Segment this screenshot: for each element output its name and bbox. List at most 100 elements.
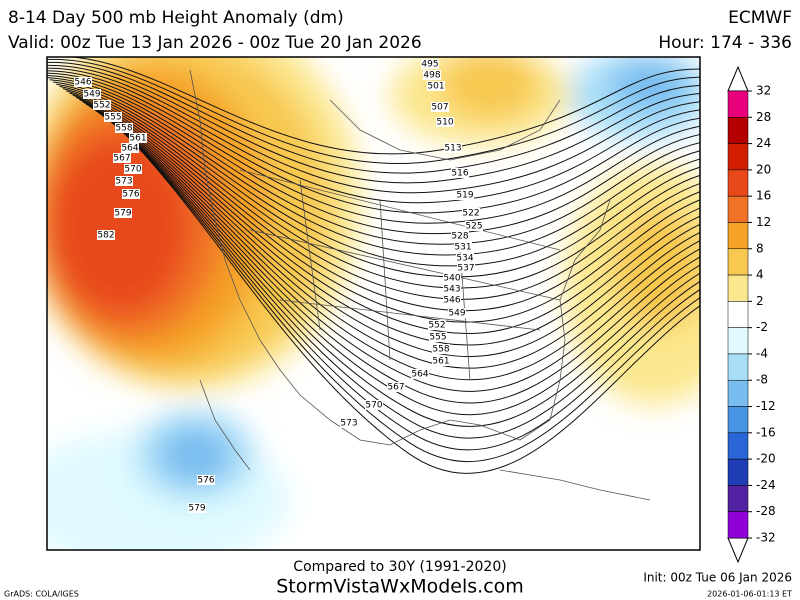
colorbar-segment (727, 406, 749, 434)
colorbar-segment (727, 274, 749, 302)
colorbar-segment (727, 248, 749, 276)
contour-label: 561 (432, 357, 449, 367)
colorbar-segment (727, 222, 749, 250)
contour-line (56, 83, 700, 267)
contour-label: 558 (432, 345, 449, 355)
contour-line (47, 58, 700, 165)
contour-label-bg (365, 400, 383, 410)
colorbar-segment (727, 511, 749, 539)
colorbar-segment (727, 353, 749, 381)
contour-label-bg (121, 143, 139, 153)
contour-label-bg (465, 221, 483, 231)
contour-labels: 5465495525555585615645675705735765795824… (74, 59, 483, 514)
colorbar-segment (727, 117, 749, 144)
contour-label: 543 (443, 285, 460, 295)
model-name: ECMWF (728, 8, 792, 28)
contour-line (47, 64, 700, 184)
contour-line (47, 75, 700, 224)
colorbar-label: -20 (756, 452, 776, 466)
map-frame (46, 56, 701, 551)
contour-label: 570 (365, 401, 382, 411)
colorbar-segment (727, 143, 749, 171)
colorbar-label: -2 (756, 320, 768, 334)
contour-label-bg (340, 418, 358, 428)
contour-label: 567 (113, 154, 130, 164)
contour-label: 501 (427, 82, 444, 92)
contour-label-bg (428, 320, 446, 330)
title: 8-14 Day 500 mb Height Anomaly (dm) (8, 8, 344, 28)
contour-line (62, 88, 700, 289)
contour-line (47, 70, 700, 204)
contour-label-bg (427, 81, 445, 91)
contour-label-bg (104, 112, 122, 122)
contour-line (105, 116, 700, 439)
contour-label-bg (448, 308, 466, 318)
contour-label-bg (431, 102, 449, 112)
contour-line (66, 90, 700, 300)
contour-label: 582 (97, 231, 114, 241)
contour-label-bg (115, 176, 133, 186)
timestamp: 2026-01-06-01:13 ET (707, 590, 792, 599)
contour-label-bg (423, 70, 441, 80)
colorbar-segment (727, 195, 749, 223)
forecast-hour: Hour: 174 - 336 (658, 33, 792, 53)
contour-label-bg (115, 123, 133, 133)
contour-label: 570 (124, 165, 141, 175)
colorbar-segment (727, 485, 749, 512)
contour-line (79, 99, 700, 346)
contour-label-bg (456, 190, 474, 200)
contour-label-bg (74, 77, 92, 87)
site-name: StormVistaWxModels.com (276, 576, 524, 598)
contour-label: 525 (465, 222, 482, 232)
contour-label-bg (429, 332, 447, 342)
contour-line (49, 79, 700, 245)
contour-label-bg (451, 168, 469, 178)
contour-line (92, 107, 700, 392)
contour-label-bg (451, 231, 469, 241)
contour-label-bg (114, 208, 132, 218)
contour-label-bg (83, 89, 101, 99)
height-contours (47, 57, 700, 474)
contour-line (69, 92, 700, 312)
colorbar-label: 20 (756, 162, 771, 176)
colorbar-label: 28 (756, 110, 771, 124)
contour-label-bg (432, 344, 450, 354)
contour-line (47, 77, 700, 235)
contour-label-bg (122, 189, 140, 199)
colorbar-label: 2 (756, 294, 764, 308)
contour-label-bg (421, 59, 439, 69)
contour-label-bg (97, 230, 115, 240)
colorbar-label: -28 (756, 504, 776, 518)
contour-label: 549 (83, 90, 100, 100)
colorbar-segment (727, 458, 749, 486)
contour-line (95, 110, 700, 404)
colorbar-bottom-arrow (727, 537, 749, 564)
contour-label-bg (387, 382, 405, 392)
colorbar-label: 32 (756, 84, 771, 98)
colorbar-label: 16 (756, 189, 771, 203)
colorbar-label: -4 (756, 346, 768, 360)
contour-label-bg (197, 475, 215, 485)
contour-line (75, 96, 700, 334)
contour-line (98, 112, 700, 416)
contour-label-bg (456, 253, 474, 263)
contour-line (82, 101, 700, 357)
contour-line (47, 72, 700, 214)
contour-label: 531 (454, 243, 471, 253)
contour-label: 576 (122, 190, 139, 200)
colorbar-label: 12 (756, 215, 771, 229)
contour-label: 576 (197, 476, 214, 486)
contour-label: 579 (114, 209, 131, 219)
contour-label: 507 (431, 103, 448, 113)
contour-label-bg (124, 164, 142, 174)
valid-range: Valid: 00z Tue 13 Jan 2026 - 00z Tue 20 … (8, 33, 422, 53)
contour-label: 555 (429, 333, 446, 343)
contour-label-bg (432, 356, 450, 366)
init-time: Init: 00z Tue 06 Jan 2026 (643, 571, 792, 585)
contour-line (52, 81, 700, 256)
contour-label-bg (462, 208, 480, 218)
colorbar-segment (727, 301, 749, 328)
contour-label: 546 (443, 296, 460, 306)
contour-label-bg (129, 133, 147, 143)
